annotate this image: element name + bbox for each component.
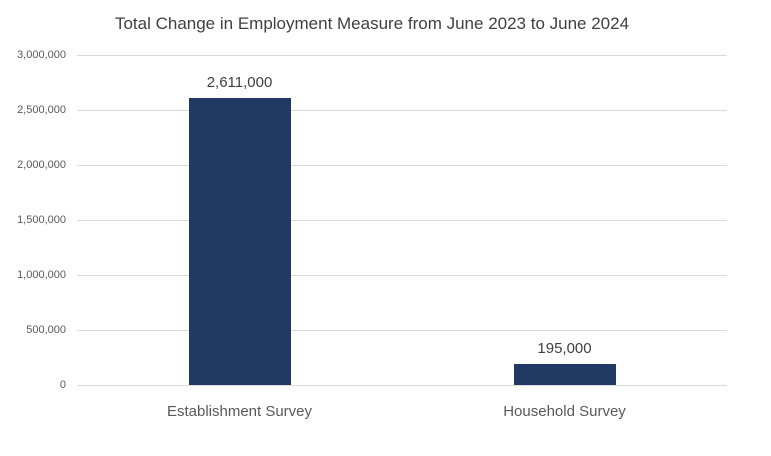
gridline [77,385,727,386]
y-axis-tick-label: 500,000 [26,324,66,336]
bar-establishment-survey [188,97,291,385]
chart-title: Total Change in Employment Measure from … [114,14,630,33]
y-axis-tick-label: 2,000,000 [17,159,66,171]
x-axis-category-label: Household Survey [503,403,626,420]
bar-data-label: 195,000 [537,339,592,357]
gridline [77,55,727,56]
gridline [77,330,727,331]
gridline [77,110,727,111]
y-axis-tick-label: 2,500,000 [17,104,66,116]
bar-data-label: 2,611,000 [206,73,273,91]
y-axis-tick-label: 0 [59,379,66,391]
x-axis-category-label: Establishment Survey [166,403,313,420]
y-axis-tick-label: 1,000,000 [17,269,66,281]
y-axis-tick-label: 1,500,000 [17,214,66,226]
gridline [77,165,727,166]
gridline [77,220,727,221]
y-axis-tick-label: 3,000,000 [17,49,66,61]
gridline [77,275,727,276]
bar-household-survey [513,363,616,385]
